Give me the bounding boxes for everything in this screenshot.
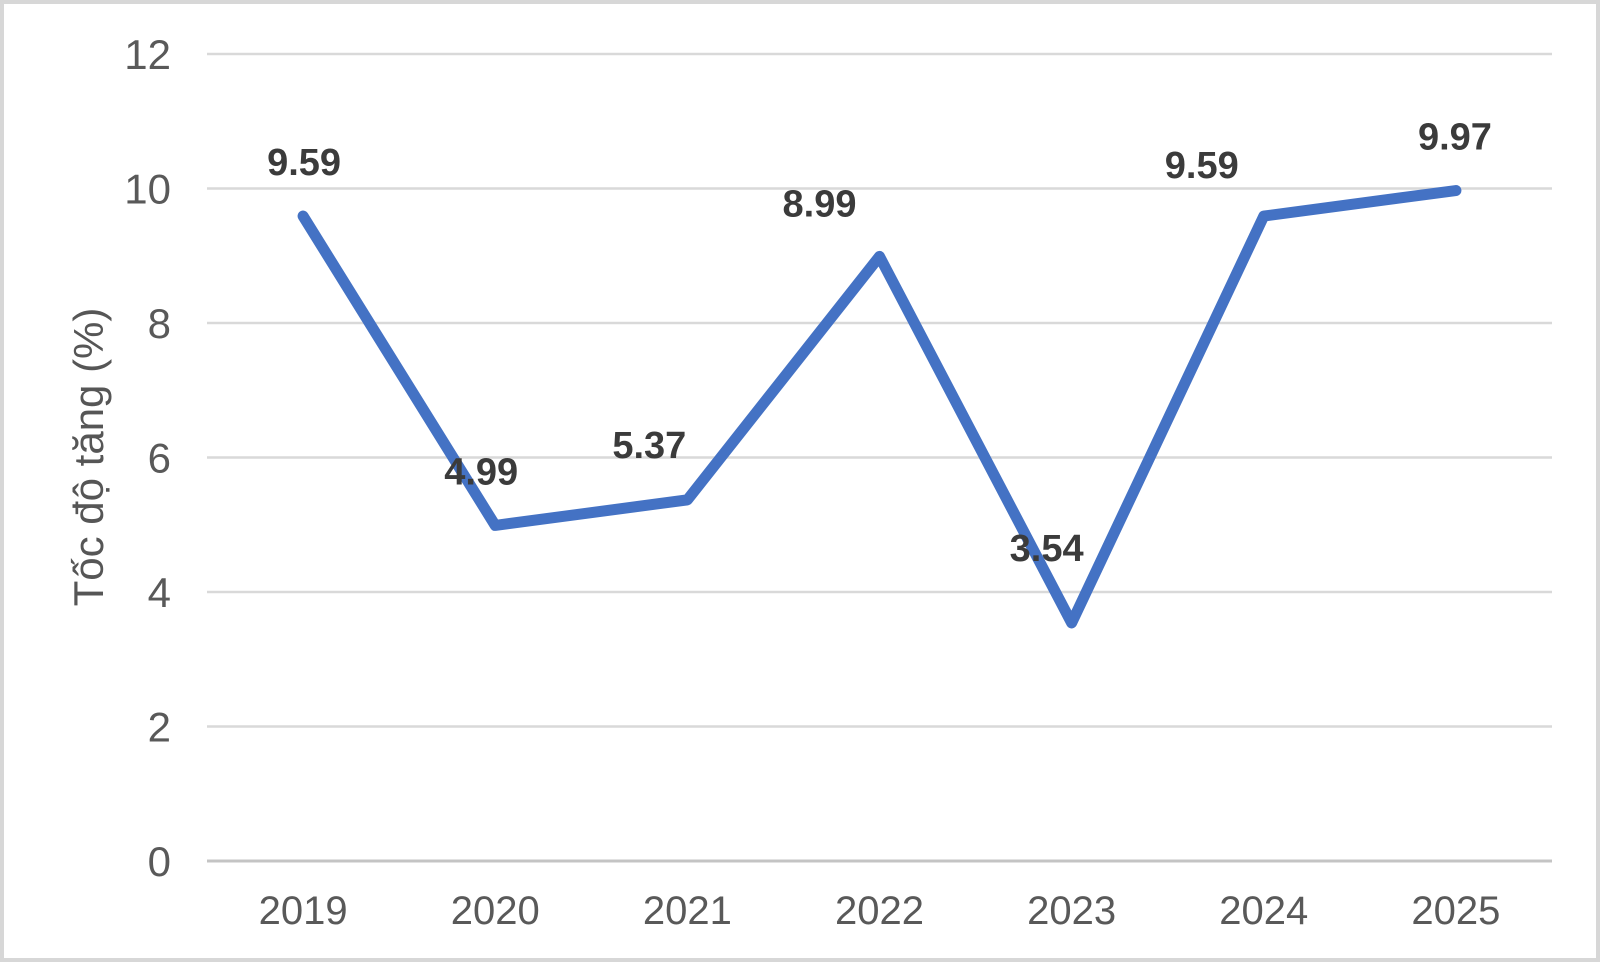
- y-axis-tick-labels: 0 2 4 6 8 10 12: [124, 31, 171, 885]
- y-axis-tick-label: 12: [124, 31, 171, 78]
- gridlines: [207, 52, 1552, 863]
- data-label: 4.99: [444, 451, 518, 493]
- y-axis-tick-label: 2: [148, 704, 171, 751]
- x-axis-tick-label: 2024: [1219, 889, 1308, 933]
- data-line-series: [297, 185, 1462, 629]
- x-axis-tick-labels: 2019 2020 2021 2022 2023 2024 2025: [259, 889, 1501, 933]
- data-label: 9.97: [1418, 117, 1492, 159]
- data-label: 5.37: [612, 425, 686, 467]
- y-axis-tick-label: 6: [148, 435, 171, 482]
- data-labels: 9.59 4.99 5.37 8.99 3.54 9.59 9.97: [267, 117, 1492, 570]
- x-axis-tick-label: 2023: [1027, 889, 1116, 933]
- data-label: 9.59: [267, 142, 341, 184]
- x-axis-tick-label: 2019: [259, 889, 348, 933]
- line-chart: 0 2 4 6 8 10 12 2019 2020 2021 2022 2023 2024 2025 T…: [65, 31, 1552, 933]
- x-axis-tick-label: 2021: [643, 889, 732, 933]
- y-axis-tick-label: 0: [148, 838, 171, 885]
- data-label: 9.59: [1165, 145, 1239, 187]
- y-axis-title: Tốc độ tăng (%): [65, 308, 112, 607]
- data-label: 8.99: [783, 183, 857, 225]
- y-axis-tick-label: 8: [148, 300, 171, 347]
- x-axis-tick-label: 2020: [451, 889, 540, 933]
- data-label: 3.54: [1010, 528, 1084, 570]
- x-axis-tick-label: 2022: [835, 889, 924, 933]
- x-axis-tick-label: 2025: [1411, 889, 1500, 933]
- y-axis-tick-label: 10: [124, 166, 171, 213]
- y-axis-tick-label: 4: [148, 569, 171, 616]
